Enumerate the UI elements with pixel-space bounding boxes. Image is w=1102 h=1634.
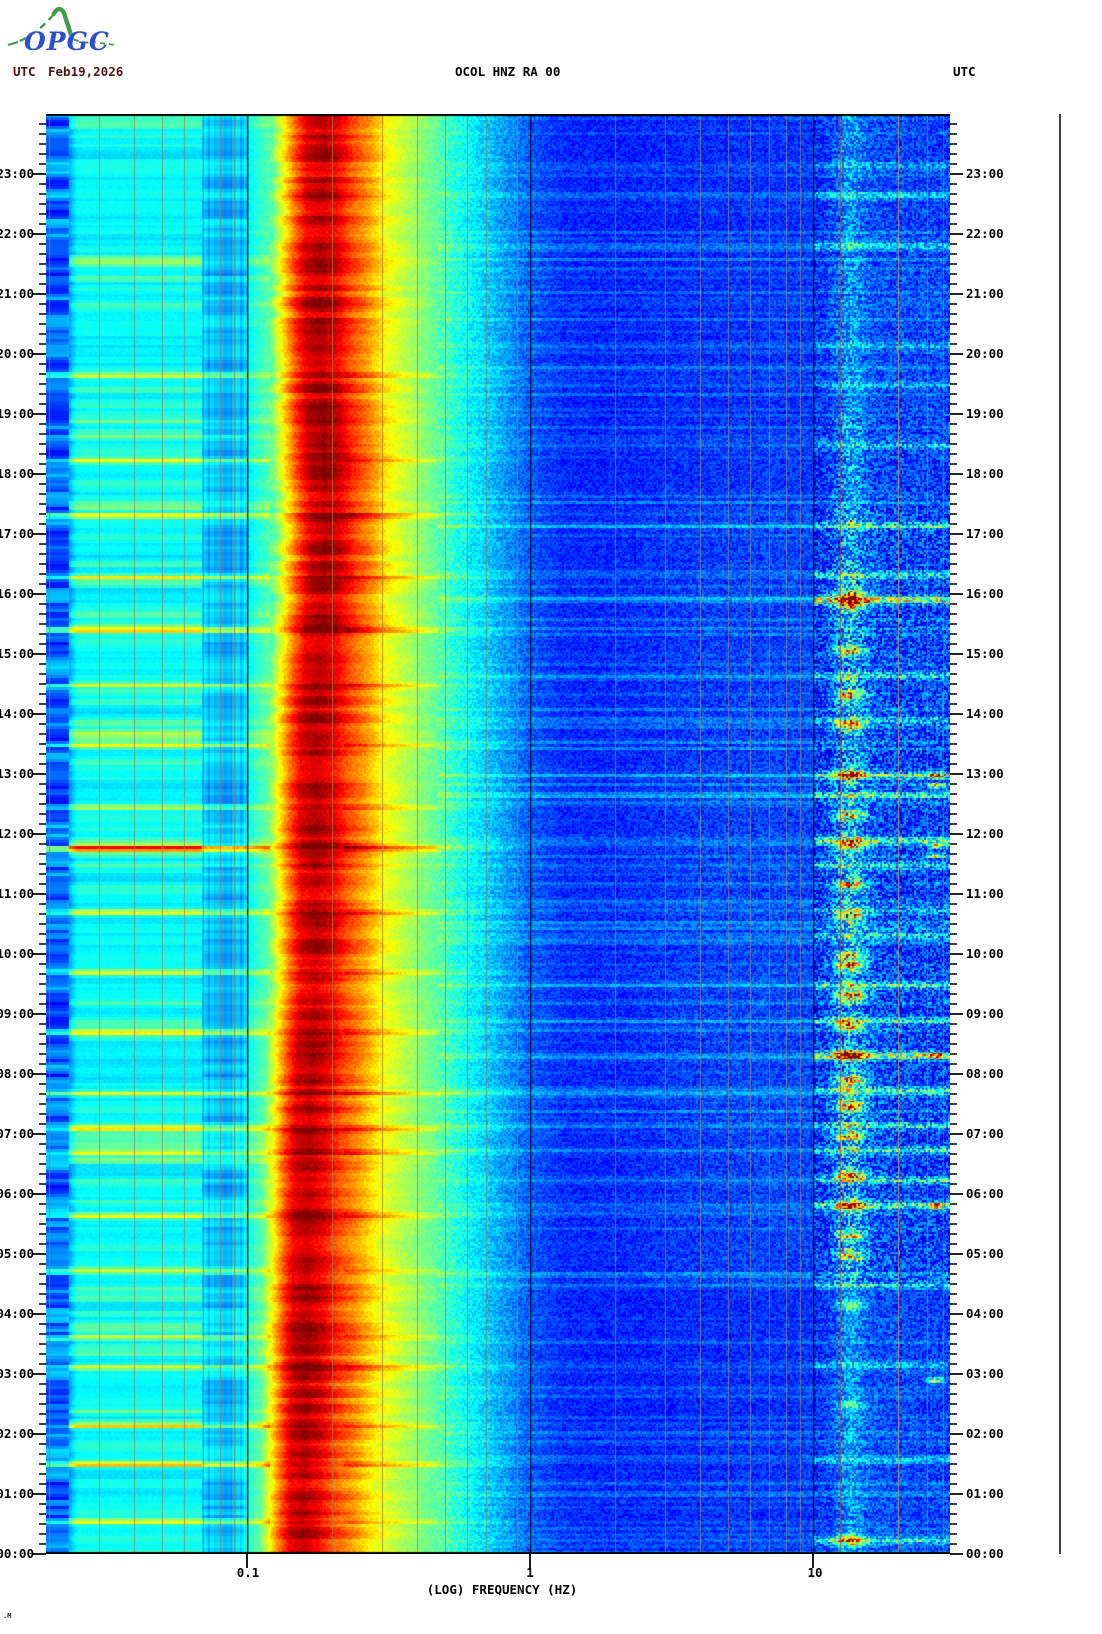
xtick-0.1: 0.1 xyxy=(236,1565,260,1580)
time-label-left-02:00: 02:00 xyxy=(0,1426,34,1441)
time-label-right-14:00: 14:00 xyxy=(966,706,1004,721)
time-label-right-23:00: 23:00 xyxy=(966,166,1004,181)
date-label: Feb19,2026 xyxy=(48,64,124,79)
time-label-right-07:00: 07:00 xyxy=(966,1126,1004,1141)
time-label-left-09:00: 09:00 xyxy=(0,1006,34,1021)
time-label-right-21:00: 21:00 xyxy=(966,286,1004,301)
time-label-left-03:00: 03:00 xyxy=(0,1366,34,1381)
time-label-right-20:00: 20:00 xyxy=(966,346,1004,361)
time-label-right-01:00: 01:00 xyxy=(966,1486,1004,1501)
time-label-right-11:00: 11:00 xyxy=(966,886,1004,901)
time-label-left-20:00: 20:00 xyxy=(0,346,34,361)
footer-mark: .M xyxy=(3,1612,12,1620)
time-label-left-05:00: 05:00 xyxy=(0,1246,34,1261)
time-label-right-03:00: 03:00 xyxy=(966,1366,1004,1381)
logo-curve-dash-right xyxy=(99,42,117,46)
time-label-left-06:00: 06:00 xyxy=(0,1186,34,1201)
time-label-left-17:00: 17:00 xyxy=(0,526,34,541)
time-label-left-12:00: 12:00 xyxy=(0,826,34,841)
time-label-right-22:00: 22:00 xyxy=(966,226,1004,241)
time-label-left-18:00: 18:00 xyxy=(0,466,34,481)
time-label-right-15:00: 15:00 xyxy=(966,646,1004,661)
time-label-left-08:00: 08:00 xyxy=(0,1066,34,1081)
time-label-right-08:00: 08:00 xyxy=(966,1066,1004,1081)
utc-label-right: UTC xyxy=(953,64,976,79)
time-label-left-01:00: 01:00 xyxy=(0,1486,34,1501)
logo-text: OPGC xyxy=(24,27,110,56)
time-label-left-07:00: 07:00 xyxy=(0,1126,34,1141)
xtick-10: 10 xyxy=(807,1565,823,1580)
time-label-left-22:00: 22:00 xyxy=(0,226,34,241)
time-label-left-16:00: 16:00 xyxy=(0,586,34,601)
time-label-right-17:00: 17:00 xyxy=(966,526,1004,541)
plot-title: OCOL HNZ RA 00 xyxy=(455,64,561,79)
time-label-left-00:00: 00:00 xyxy=(0,1546,34,1561)
xaxis-title: (LOG) FREQUENCY (HZ) xyxy=(426,1582,578,1597)
opgc-logo: OPGC xyxy=(7,6,117,56)
time-label-right-12:00: 12:00 xyxy=(966,826,1004,841)
time-label-left-10:00: 10:00 xyxy=(0,946,34,961)
time-label-right-06:00: 06:00 xyxy=(966,1186,1004,1201)
time-label-left-04:00: 04:00 xyxy=(0,1306,34,1321)
time-label-left-23:00: 23:00 xyxy=(0,166,34,181)
logo-curve-peak xyxy=(51,6,75,39)
time-label-right-05:00: 05:00 xyxy=(966,1246,1004,1261)
time-label-left-15:00: 15:00 xyxy=(0,646,34,661)
utc-label-left: UTC xyxy=(13,64,36,79)
time-label-right-18:00: 18:00 xyxy=(966,466,1004,481)
logo-curve-descent xyxy=(72,38,97,44)
time-label-left-11:00: 11:00 xyxy=(0,886,34,901)
time-label-right-13:00: 13:00 xyxy=(966,766,1004,781)
logo-curve-dash-left xyxy=(7,41,19,46)
time-label-right-10:00: 10:00 xyxy=(966,946,1004,961)
time-label-right-00:00: 00:00 xyxy=(966,1546,1004,1561)
time-label-right-02:00: 02:00 xyxy=(966,1426,1004,1441)
xtick-1: 1 xyxy=(526,1565,534,1580)
time-label-left-19:00: 19:00 xyxy=(0,406,34,421)
time-label-left-21:00: 21:00 xyxy=(0,286,34,301)
time-label-right-16:00: 16:00 xyxy=(966,586,1004,601)
time-label-right-09:00: 09:00 xyxy=(966,1006,1004,1021)
time-label-left-13:00: 13:00 xyxy=(0,766,34,781)
logo-curve-ascent xyxy=(19,13,55,43)
spectrogram-canvas xyxy=(46,114,950,1554)
time-label-left-14:00: 14:00 xyxy=(0,706,34,721)
time-label-right-04:00: 04:00 xyxy=(966,1306,1004,1321)
time-label-right-19:00: 19:00 xyxy=(966,406,1004,421)
